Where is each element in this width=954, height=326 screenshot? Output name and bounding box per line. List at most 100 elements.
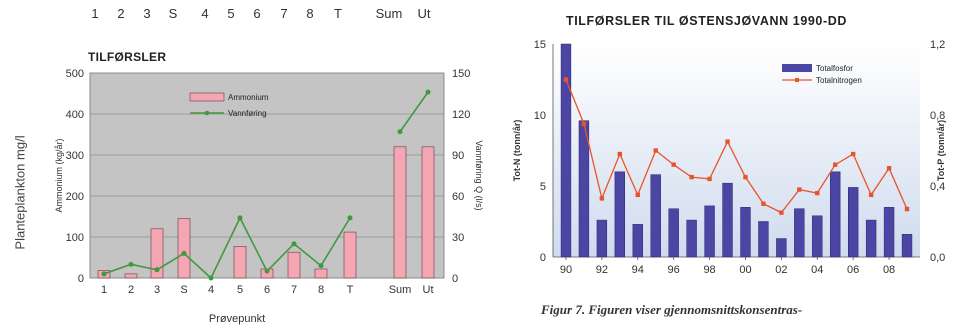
y-tick-label: 500: [66, 68, 84, 80]
bar-totalfosfor: [722, 182, 733, 258]
bar-totalfosfor: [596, 219, 608, 258]
y-tick-label: 0: [540, 252, 546, 264]
x-tick-label: 00: [739, 264, 751, 276]
top-category-label: T: [334, 6, 342, 21]
y2-tick-label: 90: [452, 150, 464, 162]
y-axis-title: Ammonium (kg/år): [54, 138, 64, 212]
y-axis-title: Tot-N (tonn/år): [512, 120, 522, 182]
point-totalnitrogen: [797, 187, 802, 192]
x-axis-title: Prøvepunkt: [209, 313, 265, 325]
point-totalnitrogen: [779, 210, 784, 215]
point-vannforing: [291, 241, 297, 247]
x-tick-label: 96: [668, 264, 680, 276]
point-totalnitrogen: [707, 176, 712, 182]
x-tick-label: 06: [847, 264, 859, 276]
bar-ammonium: [287, 251, 301, 279]
point-totalnitrogen: [761, 201, 766, 206]
x-tick-label: 2: [128, 284, 134, 296]
y-tick-label: 0: [78, 273, 84, 285]
x-tick-label: T: [347, 284, 354, 296]
legend-marker-vannforing: [204, 110, 210, 116]
x-tick-label: 5: [237, 284, 243, 296]
left-chart-title: TILFØRSLER: [88, 50, 167, 64]
y2-tick-label: 0: [452, 273, 458, 285]
line-totalnitrogen: [565, 79, 908, 214]
bar-totalfosfor: [560, 43, 572, 258]
y2-tick-label: 0,8: [930, 110, 945, 122]
y2-tick-label: 30: [452, 232, 464, 244]
x-tick-label: 8: [318, 284, 324, 296]
point-totalnitrogen: [815, 190, 820, 196]
top-category-label: 7: [280, 6, 288, 21]
legend-label-totalfosfor: Totalfosfor: [816, 64, 853, 73]
point-totalnitrogen: [886, 166, 892, 171]
point-totalnitrogen: [599, 196, 605, 201]
legend-swatch-totalfosfor: [782, 64, 812, 72]
point-totalnitrogen: [868, 192, 874, 198]
point-totalnitrogen: [635, 192, 640, 198]
y-tick-label: 15: [534, 39, 546, 51]
top-category-label: 2: [117, 6, 125, 21]
bar-totalfosfor: [704, 205, 715, 258]
point-totalnitrogen: [904, 206, 910, 212]
point-totalnitrogen: [581, 121, 587, 127]
bar-ammonium: [393, 146, 407, 279]
x-tick-label: 7: [291, 284, 297, 296]
bar-ammonium: [421, 146, 435, 279]
bar-ammonium: [314, 268, 328, 279]
top-category-label: Sum: [375, 6, 403, 21]
legend-label-vannforing: Vannføring: [228, 109, 267, 118]
bar-totalfosfor: [794, 208, 805, 258]
bar-ammonium: [150, 228, 164, 279]
top-category-label: 1: [91, 6, 99, 21]
top-category-label: 6: [253, 6, 261, 21]
y-tick-label: 5: [540, 181, 546, 193]
top-category-row: 1 2 3 S 4 5 6 7 8 T Sum Ut: [0, 6, 500, 32]
line-vannforing: [399, 91, 429, 133]
point-vannforing: [181, 250, 187, 256]
bar-ammonium: [177, 218, 191, 279]
top-category-label: S: [168, 6, 178, 21]
x-tick-label: S: [180, 284, 187, 296]
x-tick-label: 08: [883, 264, 895, 276]
point-vannforing: [264, 268, 270, 274]
point-vannforing: [128, 261, 134, 267]
bar-totalfosfor: [847, 187, 859, 258]
x-tick-label: 4: [208, 284, 214, 296]
y2-tick-label: 1,2: [930, 39, 945, 51]
y2-tick-label: 0,0: [930, 252, 945, 264]
plot-area: [553, 44, 920, 257]
point-vannforing: [237, 215, 243, 221]
y-tick-label: 400: [66, 109, 84, 121]
point-vannforing: [347, 215, 353, 221]
x-tick-label: 92: [596, 264, 608, 276]
legend-swatch-ammonium: [189, 92, 225, 102]
x-tick-label: 3: [154, 284, 160, 296]
line-vannforing: [103, 216, 351, 280]
x-tick-label: 02: [775, 264, 787, 276]
y-tick-label: 100: [66, 232, 84, 244]
point-totalnitrogen: [671, 162, 676, 167]
x-tick-label: 90: [560, 264, 572, 276]
x-tick-label: 94: [632, 264, 644, 276]
figure-caption: Figur 7. Figuren viser gjennomsnittskons…: [541, 302, 803, 317]
legend-label-totalnitrogen: Totalnitrogen: [816, 76, 862, 85]
point-totalnitrogen: [563, 77, 569, 82]
point-vannforing: [208, 275, 214, 281]
right-chart-title: TILFØRSLER TIL ØSTENSJØVANN 1990-DD: [566, 14, 847, 28]
bar-totalfosfor: [614, 171, 626, 258]
bar-ammonium: [124, 273, 138, 279]
x-tick-label: Ut: [423, 284, 434, 296]
point-vannforing: [101, 271, 107, 277]
y-tick-label: 10: [534, 110, 546, 122]
top-category-label: 5: [227, 6, 235, 21]
bar-totalfosfor: [830, 171, 841, 258]
point-totalnitrogen: [850, 151, 856, 157]
y-tick-label: 300: [66, 150, 84, 162]
y2-axis-title: Tot-P (tonn/år): [936, 120, 946, 181]
y-tick-label: 200: [66, 191, 84, 203]
point-vannforing: [154, 267, 160, 273]
point-totalnitrogen: [725, 139, 730, 144]
top-category-label: 3: [143, 6, 151, 21]
point-totalnitrogen: [833, 162, 838, 167]
